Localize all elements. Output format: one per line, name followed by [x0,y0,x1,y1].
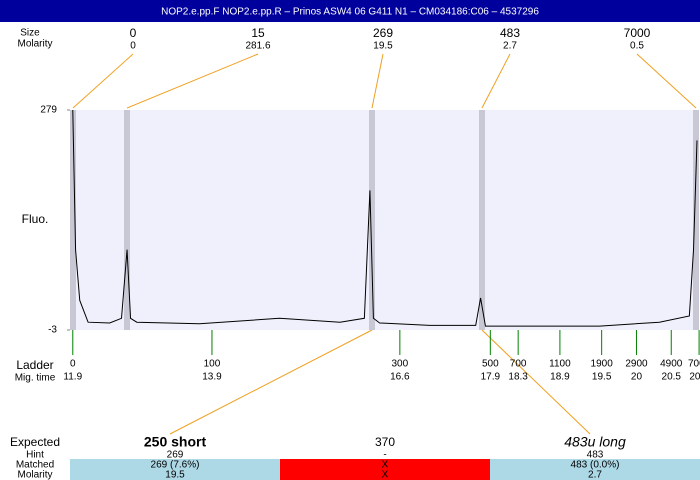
connector [481,53,511,109]
expected-expected: 483u long [564,434,626,450]
expected-matched: X [382,460,389,471]
ladder-time: 20.9 [689,372,700,383]
dynamic: 0015281.626919.54832.770000.5-3279011.91… [10,26,700,480]
ladder-time: 20.5 [662,372,682,383]
ladder-size: 1900 [591,359,614,370]
ladder-time: 11.9 [63,372,82,383]
ladder-size: 7000 [688,359,700,370]
ladder-label: Ladder [16,358,53,372]
ladder-time: 17.9 [481,372,501,383]
ladder-size: 700 [510,359,527,370]
header-bar [0,0,700,22]
ladder-time: 18.3 [508,372,528,383]
expected-matched: 483 (0.0%) [571,460,620,471]
expected-matched: 269 (7.6%) [151,460,200,471]
y-tick-label: -3 [48,325,57,336]
connector [72,53,134,109]
peak-band [124,110,130,330]
expected-cell [490,459,700,480]
expected-row-label: Hint [26,450,44,461]
connector [371,53,384,109]
y-axis-label: Fluo. [22,212,49,226]
peak-molarity: 0.5 [630,41,644,52]
ladder-size: 500 [482,359,499,370]
ladder-time: 13.9 [202,372,222,383]
connector [169,329,373,435]
expected-cell [280,459,490,480]
mig-time-label: Mig. time [15,373,56,384]
ladder-time: 19.5 [592,372,612,383]
peak-band [369,110,375,330]
ladder-size: 0 [70,359,76,370]
peak-size: 0 [130,26,137,40]
peak-size: 269 [373,26,393,40]
peak-molarity: 0 [130,41,136,52]
peak-band [479,110,485,330]
peak-molarity: 281.6 [245,41,270,52]
expected-expected: 370 [375,435,395,449]
y-tick-label: 279 [40,105,57,116]
peak-band [693,110,699,330]
ladder-size: 100 [204,359,221,370]
plot-area [70,110,697,330]
peak-size: 15 [251,26,265,40]
peak-molarity: 19.5 [373,41,393,52]
expected-row-label: Expected [10,435,60,449]
molarity-row-label: Molarity [17,39,52,50]
peak-molarity: 2.7 [503,41,517,52]
ladder-time: 20 [631,372,643,383]
expected-hint: - [383,450,386,461]
trace [72,109,698,327]
ladder-time: 18.9 [550,372,570,383]
connector [126,53,259,109]
ladder-time: 16.6 [390,372,410,383]
ladder-size: 1100 [549,359,571,370]
expected-molarity: 2.7 [588,470,602,480]
expected-row-label: Molarity [17,470,52,480]
expected-cell [70,459,280,480]
peak-size: 483 [500,26,520,40]
expected-molarity: X [382,470,389,480]
expected-molarity: 19.5 [165,470,185,480]
size-row-label: Size [20,28,40,39]
expected-hint: 483 [587,450,604,461]
ladder-size: 4900 [660,359,683,370]
peak-size: 7000 [624,26,651,40]
ladder-size: 2900 [625,359,648,370]
peak-connectors [72,53,697,435]
header-title: NOP2.e.pp.F NOP2.e.pp.R – Prinos ASW4 06… [161,7,539,18]
ladder-size: 300 [392,359,409,370]
connector [636,53,697,109]
peak-bands [70,110,699,330]
expected-row-label: Matched [16,460,54,471]
expected-hint: 269 [167,450,184,461]
connector [481,329,591,435]
peak-band [70,110,76,330]
expected-expected: 250 short [144,434,207,450]
